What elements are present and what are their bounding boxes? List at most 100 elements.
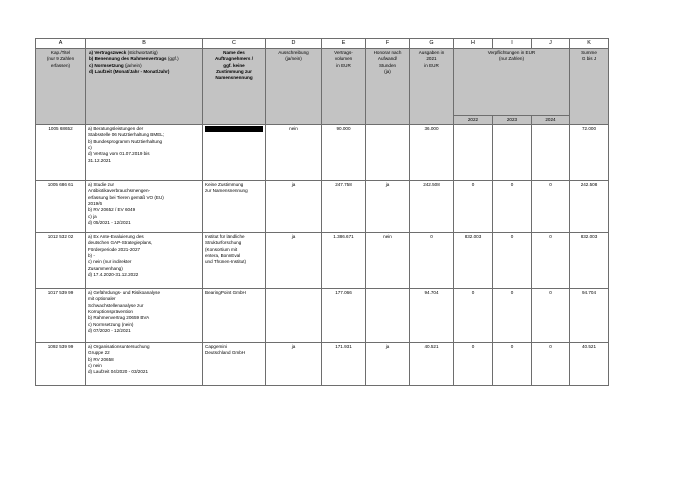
header-vertragszweck-c-note: (ja/nein) — [125, 62, 142, 68]
column-header-a[interactable]: A — [35, 38, 86, 49]
cell-kap-titel[interactable]: 1017 539 99 — [35, 288, 86, 343]
cell-verpflichtung-2024[interactable]: 0 — [531, 180, 570, 233]
table-row[interactable]: 1092 539 99 a) Organisationsuntersuchung… — [35, 342, 609, 386]
table-row[interactable]: 1017 539 99 a) Gefährdungs- und Risikoan… — [35, 288, 609, 343]
cell-auftragnehmer[interactable] — [202, 124, 266, 181]
header-auftragnehmer-line5: Namensnennung — [215, 75, 253, 81]
cell-vertragszweck[interactable]: a) Studie zur Antibiotikaverbrauchsmenge… — [85, 180, 203, 233]
cell-summe[interactable]: 72.000 — [569, 124, 609, 181]
header-ausschreibung-line1: Ausschreibung — [278, 50, 309, 55]
column-header-g[interactable]: G — [409, 38, 454, 49]
cell-verpflichtung-2023[interactable] — [492, 124, 532, 181]
cell-honorar[interactable]: nein — [365, 232, 410, 289]
header-vertragsvolumen-line1: Vertrags- — [334, 50, 353, 55]
cell-summe[interactable]: 94.704 — [569, 288, 609, 343]
auftragnehmer-line: BearingPoint GmbH — [205, 290, 246, 295]
vertragszweck-line: a) Ex Ante-Evaluierung des — [88, 234, 144, 239]
cell-kap-titel[interactable]: 1005 68652 — [35, 124, 86, 181]
cell-honorar[interactable]: ja — [365, 342, 410, 386]
header-vertragszweck-b: b) Benennung des Rahmenvertrags — [89, 56, 167, 62]
cell-ausschreibung[interactable]: nein — [265, 124, 322, 181]
cell-ausschreibung[interactable]: ja — [265, 232, 322, 289]
cell-verpflichtung-2023[interactable]: 0 — [492, 288, 532, 343]
vertragszweck-line: d) Laufzeit 04/2020 - 03/2021 — [88, 369, 149, 375]
cell-kap-titel[interactable]: 1012 532 02 — [35, 232, 86, 289]
cell-vertragsvolumen[interactable]: 171.931 — [321, 342, 366, 386]
cell-honorar[interactable]: ja — [365, 180, 410, 233]
column-header-e[interactable]: E — [321, 38, 366, 49]
cell-vertragsvolumen[interactable]: 247.758 — [321, 180, 366, 233]
column-header-j[interactable]: J — [531, 38, 570, 49]
cell-auftragnehmer[interactable]: Capgemini Deutschland GmbH — [202, 342, 266, 386]
header-verpflichtungen: Verpflichtungen in EUR (nur Zahlen) — [453, 48, 570, 116]
cell-vertragszweck[interactable]: a) Gefährdungs- und Risikoanalyse mit op… — [85, 288, 203, 343]
header-vertragszweck-a-note: (stichwortartig) — [127, 50, 158, 55]
cell-ausgaben-2021[interactable]: 242.508 — [409, 180, 454, 233]
cell-vertragsvolumen[interactable]: 90.000 — [321, 124, 366, 181]
cell-ausschreibung[interactable] — [265, 288, 322, 343]
cell-summe[interactable]: 242.508 — [569, 180, 609, 233]
cell-vertragsvolumen[interactable]: 177.066 — [321, 288, 366, 343]
header-honorar-line4: (ja) — [384, 68, 391, 74]
cell-vertragszweck[interactable]: a) Organisationsuntersuchung Gruppe 22 b… — [85, 342, 203, 386]
cell-kap-titel[interactable]: 1005 686 61 — [35, 180, 86, 233]
header-year-2023: 2023 — [492, 114, 532, 126]
header-ausgaben-line1: Ausgaben in — [418, 50, 445, 55]
cell-honorar[interactable] — [365, 124, 410, 181]
header-honorar-line1: Honorar nach — [373, 50, 402, 55]
column-header-f[interactable]: F — [365, 38, 410, 49]
cell-summe[interactable]: 832.003 — [569, 232, 609, 289]
cell-ausschreibung[interactable]: ja — [265, 342, 322, 386]
cell-auftragnehmer[interactable]: Institut für ländliche Strukturforschung… — [202, 232, 266, 289]
cell-kap-titel[interactable]: 1092 539 99 — [35, 342, 86, 386]
cell-auftragnehmer[interactable]: Keine Zustimmung zur Namensnennung — [202, 180, 266, 233]
cell-ausgaben-2021[interactable]: 36.000 — [409, 124, 454, 181]
header-summe-line2: G bis J — [581, 56, 597, 62]
table-row[interactable]: 1005 68652 a) Beratungsleistungen der St… — [35, 124, 609, 181]
column-header-d[interactable]: D — [265, 38, 322, 49]
vertragszweck-line: Antibiotikaverbrauchsmengen- — [88, 188, 151, 194]
column-header-c[interactable]: C — [202, 38, 266, 49]
header-ausgaben-line3: in EUR — [424, 62, 439, 68]
cell-verpflichtung-2024[interactable]: 0 — [531, 342, 570, 386]
cell-verpflichtung-2022[interactable]: 832.003 — [453, 232, 493, 289]
column-header-k[interactable]: K — [569, 38, 609, 49]
auftragnehmer-line: zur Namensnennung — [205, 188, 248, 194]
cell-verpflichtung-2024[interactable]: 0 — [531, 232, 570, 289]
auftragnehmer-line: Strukturforschung — [205, 240, 242, 246]
cell-verpflichtung-2022[interactable]: 0 — [453, 288, 493, 343]
cell-ausgaben-2021[interactable]: 0 — [409, 232, 454, 289]
header-kap-titel-line1: Kap./Titel — [50, 50, 71, 55]
vertragszweck-line: b) Bundesprogramm Nutztierhaltung — [88, 138, 163, 144]
column-header-i[interactable]: I — [492, 38, 532, 49]
table-row[interactable]: 1012 532 02 a) Ex Ante-Evaluierung des d… — [35, 232, 609, 289]
header-vertragszweck-c: c) Normsetzung — [89, 62, 124, 68]
cell-verpflichtung-2022[interactable] — [453, 124, 493, 181]
vertragszweck-line: b) RV 20652 / EV 6049 — [88, 207, 136, 213]
vertragszweck-line: c) — [88, 144, 92, 150]
cell-summe[interactable]: 40.521 — [569, 342, 609, 386]
cell-ausgaben-2021[interactable]: 94.704 — [409, 288, 454, 343]
cell-verpflichtung-2024[interactable]: 0 — [531, 288, 570, 343]
cell-verpflichtung-2023[interactable]: 0 — [492, 180, 532, 233]
header-vertragszweck-b-note: (ggf.) — [167, 56, 179, 62]
cell-verpflichtung-2022[interactable]: 0 — [453, 180, 493, 233]
cell-honorar[interactable] — [365, 288, 410, 343]
cell-vertragszweck[interactable]: a) Beratungsleistungen der Stabsstelle 0… — [85, 124, 203, 181]
cell-ausgaben-2021[interactable]: 40.521 — [409, 342, 454, 386]
cell-verpflichtung-2023[interactable]: 0 — [492, 342, 532, 386]
cell-ausschreibung[interactable]: ja — [265, 180, 322, 233]
cell-auftragnehmer[interactable]: BearingPoint GmbH — [202, 288, 266, 343]
column-header-h[interactable]: H — [453, 38, 493, 49]
cell-vertragsvolumen[interactable]: 1.386.671 — [321, 232, 366, 289]
vertragszweck-line: Förderperiode 2021-2027 — [88, 246, 141, 252]
header-auftragnehmer-line3: ggf. keine — [223, 62, 245, 68]
cell-verpflichtung-2023[interactable]: 0 — [492, 232, 532, 289]
cell-vertragszweck[interactable]: a) Ex Ante-Evaluierung des deutschen GAP… — [85, 232, 203, 289]
cell-verpflichtung-2022[interactable]: 0 — [453, 342, 493, 386]
table-row[interactable]: 1005 686 61 a) Studie zur Antibiotikaver… — [35, 180, 609, 233]
cell-verpflichtung-2024[interactable] — [531, 124, 570, 181]
column-header-b[interactable]: B — [85, 38, 203, 49]
header-ausgaben-2021: Ausgaben in 2021 in EUR — [409, 48, 454, 125]
header-honorar: Honorar nach Aufwand/ Stunden (ja) — [365, 48, 410, 125]
